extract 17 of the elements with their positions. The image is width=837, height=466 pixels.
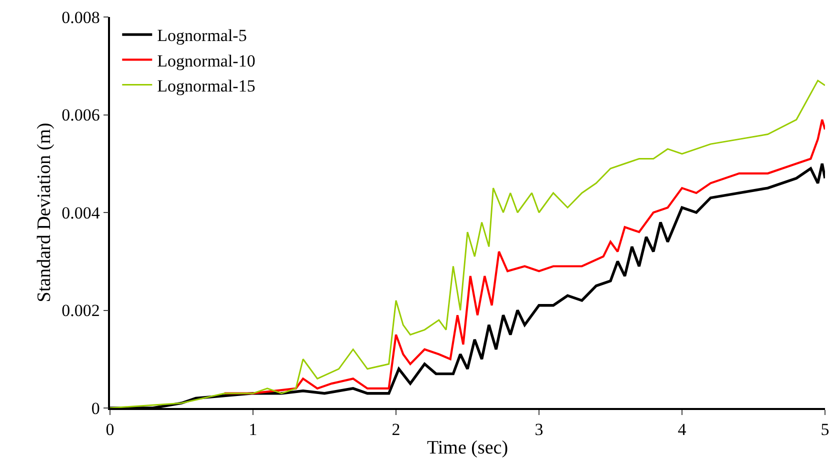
legend-label: Lognormal-5 xyxy=(157,26,247,46)
y-tick-label: 0.004 xyxy=(62,203,100,222)
x-tick-label: 3 xyxy=(534,420,544,440)
line-series xyxy=(223,118,825,394)
legend-label: Lognormal-10 xyxy=(157,51,256,70)
x-tick-label: 2 xyxy=(392,420,400,440)
y-tick-label: 0.008 xyxy=(62,8,100,27)
y-tick-label: 0.006 xyxy=(62,106,100,125)
x-tick-label: 1 xyxy=(248,420,258,440)
legend-label: Lognormal-15 xyxy=(157,76,256,96)
y-axis-title: Standard Deviation (m) xyxy=(34,122,55,302)
y-tick-label: 0 xyxy=(91,398,100,418)
x-tick-label: 4 xyxy=(678,420,687,440)
y-tick-label: 0.002 xyxy=(62,301,100,320)
x-tick-label: 5 xyxy=(820,420,830,440)
x-axis-title: Time (sec) xyxy=(426,437,508,458)
x-tick-label: 0 xyxy=(106,420,114,440)
